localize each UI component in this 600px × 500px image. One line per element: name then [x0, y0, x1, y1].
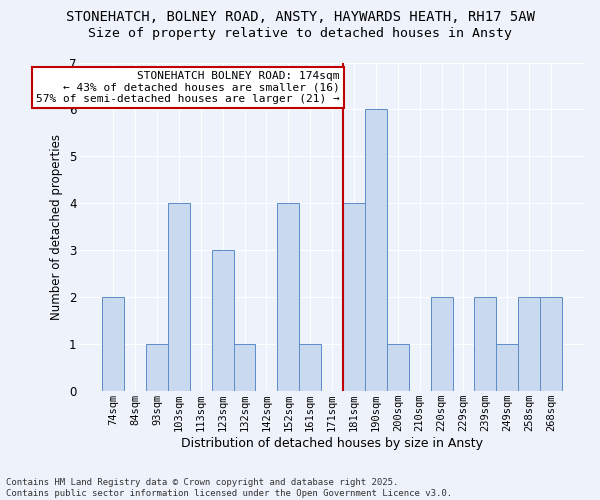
Bar: [168, 204, 190, 391]
Bar: [212, 250, 233, 391]
Y-axis label: Number of detached properties: Number of detached properties: [50, 134, 64, 320]
Bar: [387, 344, 409, 391]
Bar: [540, 298, 562, 391]
Text: Contains HM Land Registry data © Crown copyright and database right 2025.
Contai: Contains HM Land Registry data © Crown c…: [6, 478, 452, 498]
Bar: [299, 344, 321, 391]
Text: STONEHATCH BOLNEY ROAD: 174sqm
← 43% of detached houses are smaller (16)
57% of : STONEHATCH BOLNEY ROAD: 174sqm ← 43% of …: [36, 71, 340, 104]
Bar: [102, 298, 124, 391]
Bar: [496, 344, 518, 391]
Bar: [518, 298, 540, 391]
Bar: [431, 298, 452, 391]
Bar: [365, 110, 387, 391]
Text: Size of property relative to detached houses in Ansty: Size of property relative to detached ho…: [88, 28, 512, 40]
Bar: [146, 344, 168, 391]
X-axis label: Distribution of detached houses by size in Ansty: Distribution of detached houses by size …: [181, 437, 483, 450]
Bar: [233, 344, 256, 391]
Bar: [343, 204, 365, 391]
Text: STONEHATCH, BOLNEY ROAD, ANSTY, HAYWARDS HEATH, RH17 5AW: STONEHATCH, BOLNEY ROAD, ANSTY, HAYWARDS…: [65, 10, 535, 24]
Bar: [277, 204, 299, 391]
Bar: [475, 298, 496, 391]
